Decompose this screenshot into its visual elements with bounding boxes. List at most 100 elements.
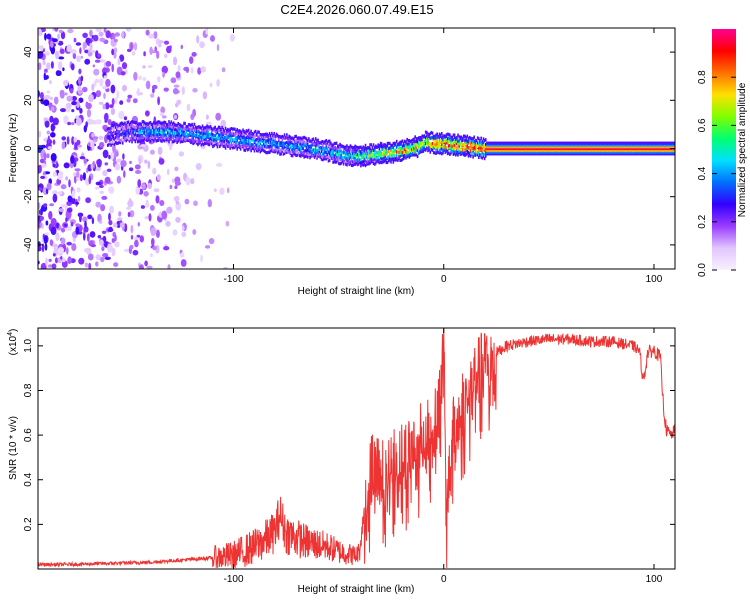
heatmap-cell	[162, 121, 164, 125]
heatmap-cell	[434, 140, 436, 144]
heatmap-cell	[58, 29, 64, 34]
heatmap-cell	[186, 128, 189, 132]
heatmap-cell	[247, 144, 250, 148]
heatmap-cell	[628, 150, 630, 154]
heatmap-cell	[602, 145, 605, 149]
heatmap-cell	[561, 143, 563, 147]
heatmap-cell	[335, 155, 338, 159]
heatmap-cell	[429, 150, 432, 154]
heatmap-cell	[497, 152, 500, 156]
heatmap-cell	[512, 150, 515, 154]
heatmap-cell	[157, 136, 160, 140]
heatmap-cell	[238, 145, 241, 149]
heatmap-cell	[129, 244, 134, 250]
snr-frame	[37, 327, 676, 570]
heatmap-cell	[108, 154, 111, 160]
heatmap-cell	[553, 150, 555, 154]
heatmap-cell	[503, 146, 506, 151]
heatmap-cell	[431, 142, 434, 146]
heatmap-cell	[95, 201, 102, 208]
heatmap-cell	[303, 144, 305, 148]
heatmap-cell	[125, 28, 132, 32]
heatmap-cell	[604, 148, 606, 152]
heatmap-cell	[142, 120, 145, 124]
heatmap-cell	[310, 151, 312, 155]
heatmap-cell	[216, 79, 220, 87]
heatmap-cell	[295, 144, 297, 148]
heatmap-cell	[126, 206, 131, 210]
heatmap-cell	[553, 145, 555, 149]
heatmap-cell	[658, 145, 660, 149]
heatmap-cell	[657, 143, 659, 147]
heatmap-cell	[382, 160, 384, 164]
heatmap-cell	[538, 141, 540, 145]
heatmap-cell	[237, 131, 240, 135]
heatmap-cell	[326, 140, 329, 144]
heatmap-cell	[286, 133, 288, 137]
heatmap-cell	[91, 83, 95, 92]
heatmap-cell	[304, 141, 307, 145]
heatmap-cell	[656, 146, 658, 151]
heatmap-cell	[165, 138, 168, 142]
heatmap-cell	[399, 140, 401, 144]
heatmap-cell	[144, 216, 150, 220]
heatmap-cell	[631, 143, 634, 147]
heatmap-cell	[231, 127, 234, 131]
heatmap-cell	[527, 152, 530, 156]
heatmap-cell	[60, 204, 67, 208]
heatmap-cell	[493, 150, 495, 154]
heatmap-cell	[609, 152, 612, 156]
heatmap-cell	[390, 157, 392, 162]
heatmap-cell	[575, 150, 577, 154]
heatmap-cell	[638, 152, 641, 156]
heatmap-cell	[214, 125, 216, 129]
heatmap-cell	[50, 132, 56, 138]
heatmap-cell	[341, 155, 344, 159]
heatmap-cell	[229, 130, 231, 134]
heatmap-cell	[232, 146, 235, 150]
heatmap-cell	[204, 142, 206, 146]
heatmap-cell	[599, 150, 601, 154]
heatmap-cell	[532, 148, 534, 152]
heatmap-cell	[82, 86, 88, 93]
heatmap-cell	[559, 141, 561, 145]
heatmap-cell	[423, 140, 426, 144]
heatmap-cell	[114, 96, 118, 104]
heatmap-cell	[653, 152, 656, 156]
heatmap-cell	[192, 131, 194, 135]
heatmap-cell	[612, 141, 614, 145]
heatmap-cell	[40, 262, 47, 269]
heatmap-cell	[200, 66, 206, 73]
heatmap-cell	[50, 61, 54, 69]
heatmap-cell	[393, 141, 396, 145]
heatmap-cell	[356, 153, 359, 157]
heatmap-cell	[125, 123, 127, 127]
heatmap-cell	[422, 141, 425, 145]
heatmap-cell	[645, 152, 648, 156]
heatmap-cell	[229, 135, 231, 139]
heatmap-cell	[444, 146, 447, 150]
heatmap-cell	[309, 148, 311, 152]
heatmap-cell	[590, 148, 592, 152]
heatmap-cell	[561, 148, 563, 152]
heatmap-cell	[185, 130, 188, 134]
heatmap-cell	[347, 146, 349, 150]
heatmap-cell	[303, 142, 305, 146]
heatmap-cell	[332, 156, 334, 160]
heatmap-cell	[44, 32, 47, 41]
heatmap-cell	[545, 148, 547, 152]
heatmap-cell	[557, 150, 560, 154]
heatmap-cell	[468, 140, 471, 144]
heatmap-cell	[642, 150, 644, 154]
heatmap-cell	[337, 158, 339, 162]
heatmap-cell	[542, 152, 545, 156]
heatmap-cell	[509, 143, 511, 147]
heatmap-cell	[464, 143, 466, 148]
heatmap-cell	[535, 146, 538, 151]
heatmap-cell	[179, 126, 182, 130]
heatmap-cell	[142, 136, 145, 140]
heatmap-cell	[540, 152, 543, 156]
heatmap-cell	[110, 133, 112, 137]
heatmap-cell	[578, 141, 581, 145]
heatmap-cell	[120, 160, 127, 168]
